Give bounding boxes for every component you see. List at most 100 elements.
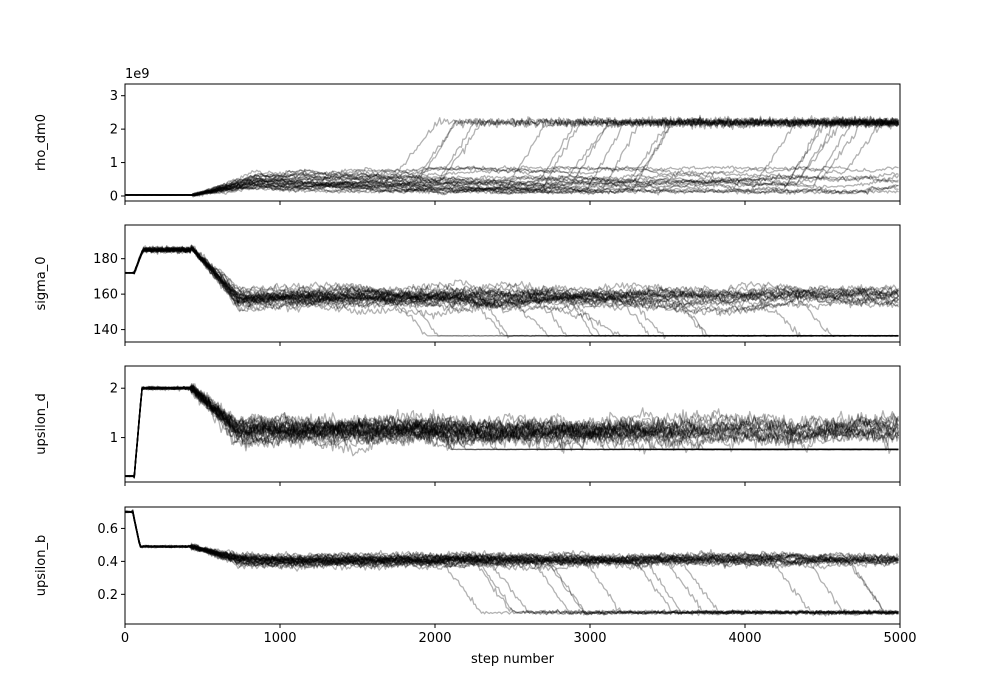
walker-trace <box>125 510 899 570</box>
walker-trace <box>125 385 899 477</box>
walker-trace <box>125 115 899 196</box>
y-tick-label: 140 <box>93 323 118 338</box>
walker-trace <box>125 510 899 616</box>
walker-trace <box>125 383 900 478</box>
walker-trace <box>125 116 899 197</box>
y-tick-label: 3 <box>110 89 118 104</box>
walker-trace <box>125 246 899 338</box>
walker-trace <box>125 116 900 197</box>
walker-trace <box>125 247 899 337</box>
walker-trace <box>125 245 899 337</box>
walker-trace <box>125 510 899 571</box>
walker-trace <box>125 509 899 571</box>
walker-trace <box>125 511 900 570</box>
walker-trace <box>125 165 899 197</box>
walker-trace <box>125 386 899 479</box>
walker-trace <box>125 511 899 615</box>
walker-trace <box>125 384 900 477</box>
walker-trace <box>125 385 899 477</box>
walker-trace <box>125 510 899 568</box>
y-tick-label: 0.4 <box>97 555 118 570</box>
walker-trace <box>125 246 899 302</box>
walker-trace <box>125 383 899 477</box>
walker-trace <box>125 510 899 570</box>
walker-trace <box>125 510 900 569</box>
walker-trace <box>125 116 899 196</box>
walker-trace <box>125 385 900 478</box>
walker-trace <box>125 244 900 305</box>
walker-trace <box>125 245 899 338</box>
walker-trace <box>125 245 900 310</box>
walker-trace <box>125 171 899 198</box>
plot-frame <box>124 506 901 625</box>
walker-trace <box>125 245 900 308</box>
walker-trace <box>125 510 899 616</box>
walker-trace <box>125 510 899 616</box>
walker-trace <box>125 510 899 567</box>
walker-trace <box>125 385 899 478</box>
walker-traces <box>125 509 900 617</box>
walker-trace <box>125 510 899 568</box>
walker-trace <box>125 116 900 197</box>
walker-trace <box>125 510 899 617</box>
walker-trace <box>125 509 899 616</box>
walker-trace <box>125 385 899 478</box>
walker-trace <box>125 245 899 337</box>
walker-traces <box>125 244 900 340</box>
walker-trace <box>125 383 899 479</box>
y-axis-label: sigma_0 <box>34 256 49 310</box>
walker-trace <box>125 245 900 314</box>
walker-trace <box>125 175 899 197</box>
walker-trace <box>125 244 900 307</box>
walker-trace <box>125 115 900 196</box>
walker-trace <box>125 510 899 617</box>
plot-frame <box>124 83 901 202</box>
y-tick-label: 2 <box>110 123 118 138</box>
walker-trace <box>125 117 900 197</box>
walker-trace <box>125 246 899 339</box>
walker-trace <box>125 245 900 307</box>
walker-trace <box>125 510 899 568</box>
y-axis-label: upsilon_d <box>34 393 49 454</box>
walker-trace <box>125 246 899 312</box>
trace-panel-upsilon_d: 1 2 upsilon_d <box>34 365 901 486</box>
walker-trace <box>125 386 900 478</box>
walker-trace <box>125 386 899 478</box>
walker-trace <box>125 510 900 615</box>
walker-trace <box>125 117 900 196</box>
x-tick-label: 5000 <box>883 631 916 646</box>
walker-trace <box>125 177 899 196</box>
walker-trace <box>125 117 900 197</box>
walker-trace <box>125 181 899 196</box>
walker-trace <box>125 382 900 478</box>
walker-trace <box>125 386 900 479</box>
y-tick-label: 160 <box>93 288 118 303</box>
walker-trace <box>125 510 899 571</box>
y-axis-label: upsilon_b <box>34 535 49 596</box>
walker-trace <box>125 246 900 320</box>
walker-trace <box>125 385 900 478</box>
walker-trace <box>125 510 899 566</box>
walker-traces <box>125 382 900 479</box>
y-tick-label: 0.6 <box>97 522 118 537</box>
walker-trace <box>125 244 900 308</box>
walker-trace <box>125 386 899 477</box>
walker-trace <box>125 510 899 572</box>
walker-trace <box>125 246 899 315</box>
walker-trace <box>125 386 899 478</box>
walker-trace <box>125 246 899 338</box>
walker-trace <box>125 385 899 478</box>
x-tick-label: 1000 <box>263 631 296 646</box>
walker-trace <box>125 385 899 478</box>
walker-traces <box>125 114 900 198</box>
y-tick-label: 1 <box>110 431 118 446</box>
walker-trace <box>125 245 900 305</box>
walker-trace <box>125 510 900 616</box>
walker-trace <box>125 384 899 479</box>
x-tick-label: 4000 <box>728 631 761 646</box>
y-axis-label: rho_dm0 <box>34 114 49 171</box>
walker-trace <box>125 117 899 197</box>
walker-trace <box>125 510 899 616</box>
walker-trace <box>125 246 899 337</box>
walker-trace <box>125 116 899 196</box>
